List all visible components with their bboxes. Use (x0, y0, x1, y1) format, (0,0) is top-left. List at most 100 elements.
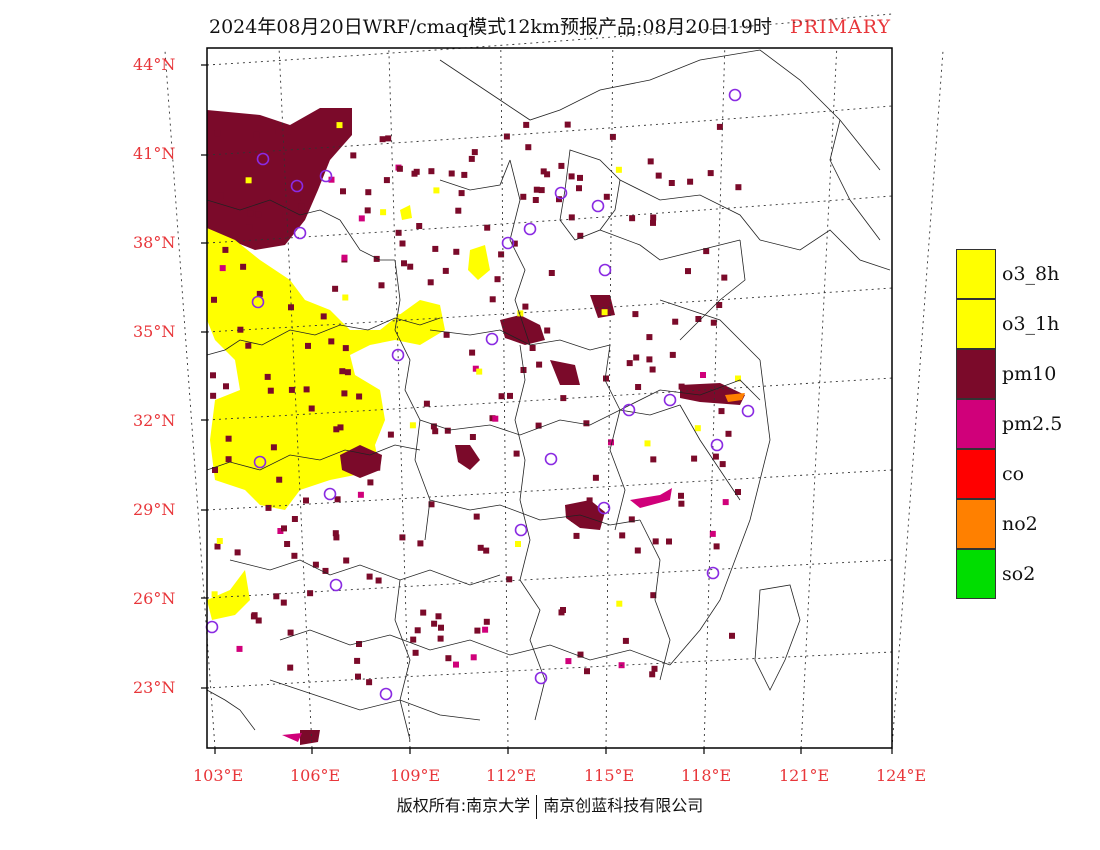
pollution-cell (428, 168, 435, 175)
pollution-cell (442, 267, 449, 274)
pollution-cell (366, 679, 373, 686)
pollution-cell (246, 224, 253, 231)
pollution-cell (237, 326, 244, 333)
pollution-cell (532, 197, 539, 203)
pollution-region (550, 360, 580, 385)
pollution-cell (603, 375, 609, 382)
pollution-cell (223, 383, 229, 390)
monitoring-station-marker (256, 152, 270, 166)
title-text: 2024年08月20日WRF/cmaq模式12km预报产品:08月20日19时 (208, 16, 772, 38)
pollution-cell (448, 170, 455, 177)
pollution-cell (339, 368, 346, 375)
pollution-cell (288, 386, 295, 393)
pollution-cell (476, 368, 483, 375)
pollution-cell (216, 538, 223, 544)
pollution-cell (649, 366, 656, 373)
pollution-cell (308, 405, 315, 412)
pollution-cell (616, 600, 623, 607)
pollution-cell (396, 314, 403, 321)
parallel-line (206, 105, 893, 156)
monitoring-station-marker (485, 332, 499, 346)
pollution-cell (619, 532, 626, 539)
pollution-cell (291, 516, 298, 522)
lon-tick: 109°E (390, 766, 441, 785)
pollution-cell (453, 248, 460, 255)
pollution-cell (461, 171, 468, 178)
pollution-cell (576, 185, 582, 192)
pollution-cell (342, 345, 349, 352)
pollution-cell (489, 296, 496, 303)
pollution-cell (483, 618, 490, 625)
pollution-cell (303, 497, 309, 504)
pollution-cell (709, 530, 716, 537)
pollution-cell (374, 464, 381, 471)
pollution-cell (568, 214, 575, 221)
pollution-cell (609, 133, 616, 140)
pollution-cell (219, 265, 226, 272)
pollution-cell (365, 189, 372, 196)
pollution-cell (210, 392, 217, 399)
parallel-line (206, 13, 893, 66)
pollution-cell (445, 655, 452, 662)
pollution-cell (650, 219, 656, 226)
monitoring-station-marker (253, 455, 267, 469)
pollution-cell (735, 489, 741, 495)
monitoring-station-marker (710, 438, 724, 452)
station-markers (205, 88, 755, 701)
copyright-right: 南京创蓝科技有限公司 (543, 796, 704, 815)
legend-label: pm2.5 (1002, 413, 1063, 435)
legend-label: no2 (1002, 513, 1038, 535)
pollution-cell (568, 173, 575, 180)
pollution-cell (525, 144, 532, 151)
pollution-cell (350, 152, 357, 159)
pollution-cell (646, 334, 653, 341)
pollution-cell (287, 664, 294, 671)
pollution-region (725, 393, 745, 402)
pollution-cell (672, 318, 679, 325)
pollution-cell (399, 534, 406, 541)
pollution-cell (503, 133, 510, 140)
pollution-cell (477, 544, 484, 551)
pollution-region (300, 730, 320, 745)
pollution-cell (718, 408, 725, 415)
pollution-cell (669, 351, 676, 358)
pollution-cell (685, 268, 691, 275)
pollution-cell (341, 254, 348, 261)
pollution-cell (468, 155, 475, 162)
pollution-cell (431, 620, 438, 627)
pollution-cell (420, 609, 427, 616)
pollution-cell (305, 342, 311, 349)
pollution-cell (255, 211, 262, 218)
pollution-region (565, 500, 605, 530)
pollution-cell (515, 541, 521, 547)
meridian-line (500, 47, 509, 749)
pollution-cell (498, 393, 505, 400)
pollution-cell (432, 245, 439, 252)
parallel-line (206, 651, 893, 689)
pollution-cell (355, 673, 361, 680)
pollution-cell (540, 168, 547, 175)
lat-tick: 23°N (133, 678, 176, 697)
pollution-region (630, 488, 672, 508)
pollution-cell (529, 345, 536, 351)
pollution-cell (453, 661, 459, 668)
pollution-cell (713, 543, 720, 550)
pollution-cell (565, 658, 572, 665)
monitoring-station-marker (554, 186, 568, 200)
pollution-cell (357, 491, 364, 498)
pollution-cell (267, 387, 274, 394)
pollution-cell (564, 121, 571, 128)
pollution-cell (234, 549, 241, 556)
pollution-cell (735, 184, 742, 191)
pollution-cell (333, 426, 340, 433)
pollution-cell (256, 290, 263, 297)
legend-swatch (956, 549, 996, 599)
pollution-cell (294, 194, 301, 201)
pollution-cell (520, 193, 527, 200)
pollution-region (207, 570, 250, 620)
pollution-cell (433, 187, 440, 194)
pollution-cell (511, 240, 518, 247)
pollution-cell (285, 134, 292, 141)
pollution-cell (655, 172, 662, 179)
parallel-line (206, 469, 893, 511)
